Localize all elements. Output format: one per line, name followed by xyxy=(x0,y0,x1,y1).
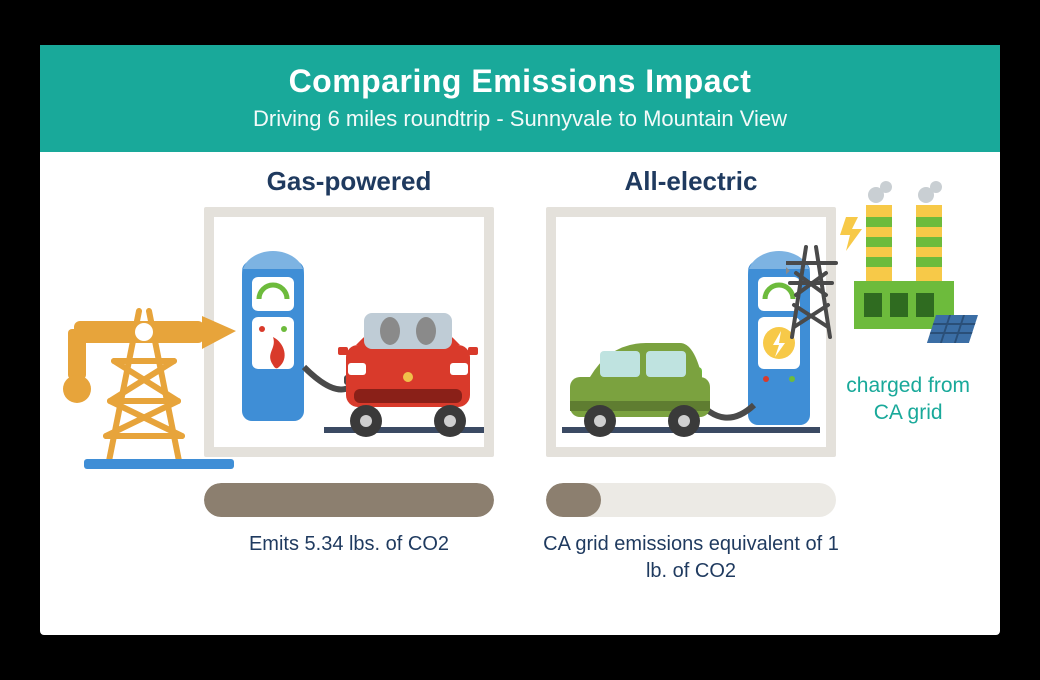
emissions-bar-gas xyxy=(204,483,494,517)
tile-ev xyxy=(546,207,836,457)
header-banner: Comparing Emissions Impact Driving 6 mil… xyxy=(40,45,1000,152)
emissions-bar-gas-fill xyxy=(204,483,494,517)
caption-gas: Emits 5.34 lbs. of CO2 xyxy=(249,531,449,558)
page-subtitle: Driving 6 miles roundtrip - Sunnyvale to… xyxy=(40,106,1000,132)
tile-gas xyxy=(204,207,494,457)
oil-derrick-icon xyxy=(44,271,244,471)
panel-title-gas: Gas-powered xyxy=(267,166,432,197)
panel-title-ev: All-electric xyxy=(625,166,758,197)
panel-row: Gas-powered xyxy=(40,152,1000,585)
infographic-card: Comparing Emissions Impact Driving 6 mil… xyxy=(40,45,1000,635)
panel-ev: All-electric xyxy=(541,166,841,585)
content-area: Gas-powered xyxy=(40,152,1000,634)
emissions-bar-ev xyxy=(546,483,836,517)
panel-gas: Gas-powered xyxy=(199,166,499,585)
page-title: Comparing Emissions Impact xyxy=(40,63,1000,100)
gas-scene-icon xyxy=(214,217,484,447)
caption-ev: CA grid emissions equivalent of 1 lb. of… xyxy=(541,531,841,585)
power-grid-icon xyxy=(786,177,986,397)
emissions-bar-ev-fill xyxy=(546,483,601,517)
